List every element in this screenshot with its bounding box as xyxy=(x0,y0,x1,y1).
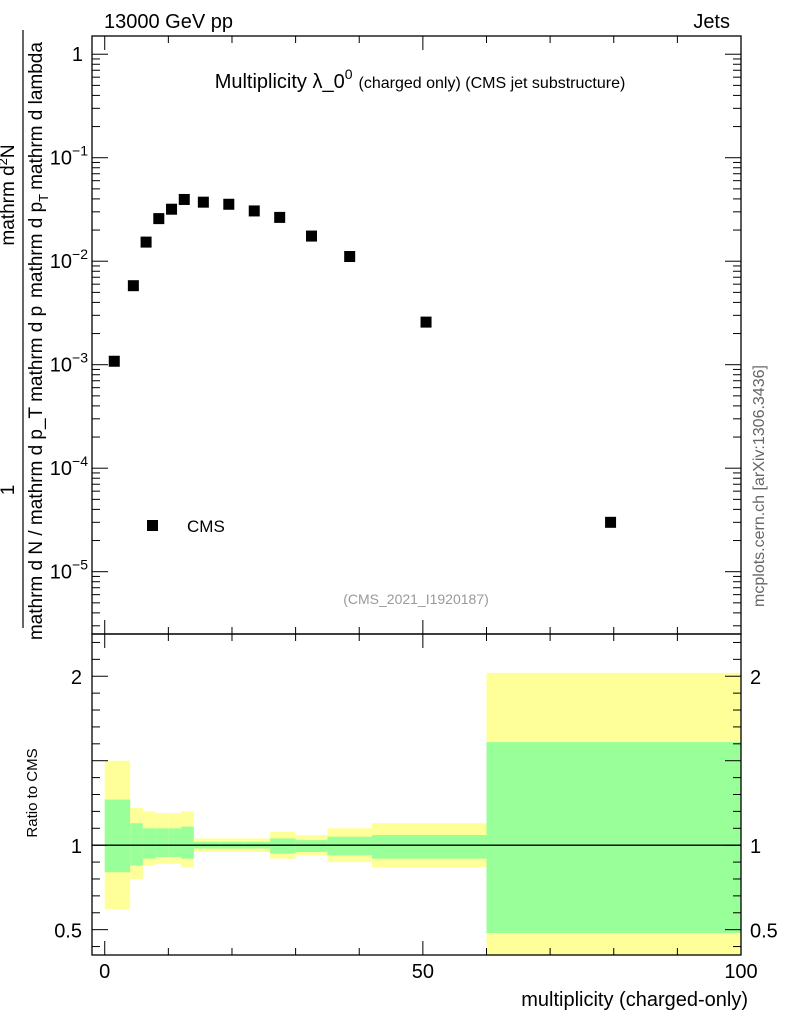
green-band xyxy=(270,838,296,854)
green-band xyxy=(104,799,131,873)
data-point xyxy=(153,213,165,225)
data-point xyxy=(166,203,178,215)
green-band xyxy=(155,828,169,858)
main-ytick-label: 10−2 xyxy=(50,246,88,273)
data-point xyxy=(306,230,318,242)
ratio-ytick-label-right: 0.5 xyxy=(750,921,778,943)
legend-marker xyxy=(147,520,158,531)
main-ytick-label: 10−5 xyxy=(50,557,88,584)
legend-label: CMS xyxy=(187,517,225,536)
main-ytick-label: 10−4 xyxy=(50,453,88,480)
header-energy: 13000 GeV pp xyxy=(104,11,233,33)
data-point xyxy=(274,211,286,223)
ylabel-right-denominator: mathrm d pTmathrm d lambda xyxy=(26,42,51,298)
ratio-ytick-label-left: 0.5 xyxy=(54,921,82,943)
plot-title-sup: 0 xyxy=(345,66,353,82)
plot-title: Multiplicity λ_00 (charged only) (CMS jet… xyxy=(215,66,626,93)
green-band xyxy=(142,828,156,859)
green-band xyxy=(181,826,194,859)
data-point xyxy=(197,196,209,208)
data-point xyxy=(344,251,356,263)
ratio-ylabel: Ratio to CMS xyxy=(24,748,41,837)
data-point xyxy=(420,316,432,328)
green-band xyxy=(130,823,143,866)
data-point xyxy=(248,205,260,217)
side-label: mcplots.cern.ch [arXiv:1306.3436] xyxy=(751,365,768,607)
ratio-xtick-label: 50 xyxy=(412,961,434,983)
ratio-xtick-label: 0 xyxy=(99,961,110,983)
green-band xyxy=(327,836,372,856)
plot-title-main: Multiplicity λ_0 xyxy=(215,71,345,93)
main-ylabel: 1 mathrm d N / mathrm d p_T mathrm d p m… xyxy=(0,30,51,640)
plot-title-suffix: (charged only) (CMS jet substructure) xyxy=(359,75,626,92)
main-ytick-label: 10−1 xyxy=(50,143,88,170)
main-ytick-label: 10−3 xyxy=(50,350,88,377)
ratio-bands xyxy=(92,672,741,955)
data-point xyxy=(178,193,190,205)
data-point xyxy=(127,280,139,292)
analysis-watermark: (CMS_2021_I1920187) xyxy=(343,591,489,607)
data-point xyxy=(223,198,235,210)
ylabel-right-numerator: mathrm d2N xyxy=(0,144,19,245)
green-band xyxy=(371,835,487,859)
main-frame xyxy=(91,35,742,635)
main-ytick-label: 1 xyxy=(72,44,83,66)
axes: 0 50 100 1 10−1 10−2 10−3 10−4 10−5 2 2 1 1 0.5 0.5 xyxy=(50,35,778,983)
data-point xyxy=(108,355,120,367)
ratio-xtick-label: 100 xyxy=(724,961,757,983)
green-band xyxy=(486,742,741,934)
main-data-points xyxy=(108,193,617,528)
ratio-ytick-label-right: 2 xyxy=(750,667,761,689)
ratio-ytick-label-right: 1 xyxy=(750,836,761,858)
green-band xyxy=(295,840,328,852)
ratio-ytick-label-left: 2 xyxy=(71,667,82,689)
header-process: Jets xyxy=(693,11,730,33)
green-band xyxy=(168,828,182,858)
ylabel-numerator-1: 1 xyxy=(0,485,19,496)
data-point xyxy=(140,236,152,248)
data-point xyxy=(605,516,617,528)
ratio-ytick-label-left: 1 xyxy=(71,836,82,858)
ylabel-denominator-1: mathrm d N / mathrm d p_T mathrm d p xyxy=(26,306,47,640)
ratio-xlabel: multiplicity (charged-only) xyxy=(521,989,748,1011)
